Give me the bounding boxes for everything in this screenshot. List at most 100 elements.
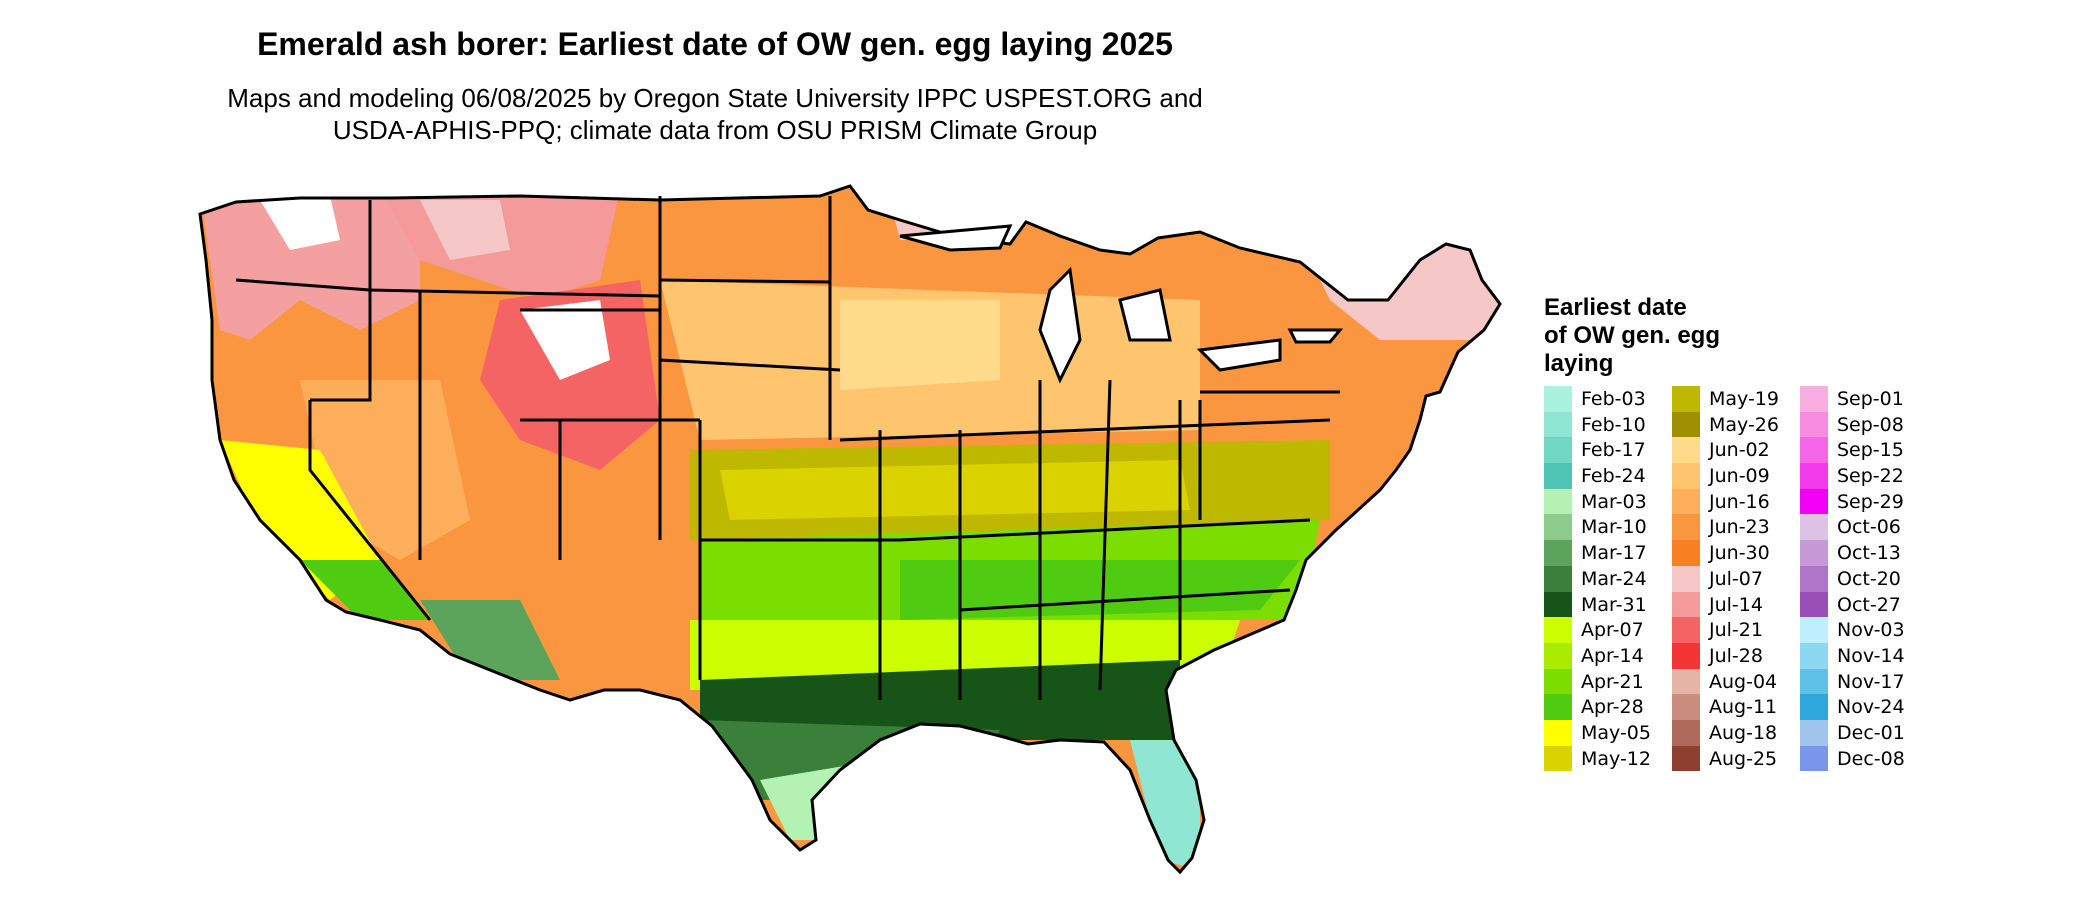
legend-item: Mar-03 <box>1544 488 1674 515</box>
legend-label: Nov-03 <box>1837 619 1905 642</box>
legend-label: Feb-03 <box>1581 388 1646 410</box>
legend-label: Apr-14 <box>1581 644 1644 667</box>
legend-swatch <box>1672 668 1700 695</box>
legend-label: Feb-24 <box>1581 465 1646 488</box>
legend-label: Oct-27 <box>1837 593 1901 616</box>
legend-swatch <box>1544 745 1572 772</box>
legend-swatch <box>1672 386 1700 412</box>
legend-swatch <box>1672 719 1700 746</box>
legend-label: Oct-06 <box>1837 516 1901 539</box>
legend-swatch <box>1800 719 1828 746</box>
legend-swatch <box>1544 668 1572 695</box>
legend-label: Dec-08 <box>1837 747 1905 770</box>
legend-item: Feb-17 <box>1544 437 1674 464</box>
legend-label: Mar-17 <box>1581 542 1647 565</box>
legend-swatch <box>1672 437 1700 464</box>
legend-swatch <box>1672 488 1700 515</box>
legend-item: Jul-14 <box>1672 591 1802 618</box>
legend-title: Earliest date of OW gen. egg laying <box>1544 294 1764 378</box>
legend-item: Jun-23 <box>1672 514 1802 541</box>
legend-item: Aug-04 <box>1672 668 1802 695</box>
legend-item: Jun-16 <box>1672 488 1802 515</box>
legend-title-line-3: laying <box>1544 350 1614 377</box>
legend-label: Apr-07 <box>1581 619 1644 642</box>
legend-label: Jul-28 <box>1709 644 1763 667</box>
legend-item: Mar-24 <box>1544 565 1674 592</box>
legend-label: Aug-04 <box>1709 670 1778 693</box>
legend-label: Feb-17 <box>1581 439 1646 462</box>
subtitle-line-1: Maps and modeling 06/08/2025 by Oregon S… <box>227 83 1203 113</box>
legend-swatch <box>1544 540 1572 566</box>
legend-label: Jul-14 <box>1709 593 1763 616</box>
legend-swatch <box>1544 617 1572 643</box>
legend-label: Jun-16 <box>1709 490 1770 513</box>
legend-swatch <box>1800 437 1828 464</box>
legend-label: Aug-18 <box>1709 721 1778 744</box>
legend-item: Apr-21 <box>1544 668 1674 695</box>
legend-label: May-05 <box>1581 721 1651 744</box>
legend-swatch <box>1544 565 1572 592</box>
legend-swatch <box>1800 514 1828 541</box>
legend-item: Jun-30 <box>1672 540 1802 566</box>
legend-swatch <box>1672 694 1700 720</box>
legend-item: Oct-20 <box>1800 565 1930 592</box>
subtitle-line-2: USDA-APHIS-PPQ; climate data from OSU PR… <box>332 115 1098 145</box>
legend-swatch <box>1800 694 1828 720</box>
legend-label: Nov-17 <box>1837 670 1905 693</box>
legend-item: Feb-24 <box>1544 463 1674 489</box>
legend-label: May-19 <box>1709 388 1779 410</box>
map-subtitle: Maps and modeling 06/08/2025 by Oregon S… <box>0 82 1430 146</box>
legend-label: Oct-13 <box>1837 542 1901 565</box>
legend-column-2: May-19 May-26 Jun-02 Jun-09 Jun-16 Jun-23 Jun-… <box>1672 386 1802 772</box>
legend-column-3: Sep-01 Sep-08 Sep-15 Sep-22 Sep-29 Oct-06 Oct-… <box>1800 386 1930 772</box>
legend-item: Aug-11 <box>1672 694 1802 720</box>
legend-label: Apr-28 <box>1581 696 1644 719</box>
legend-item: Mar-31 <box>1544 591 1674 618</box>
legend-label: Feb-10 <box>1581 413 1646 436</box>
legend-swatch <box>1544 386 1572 412</box>
legend-item: Jun-02 <box>1672 437 1802 464</box>
legend-label: Mar-10 <box>1581 516 1647 539</box>
legend-swatch <box>1800 488 1828 515</box>
state-boundaries <box>198 184 1502 874</box>
legend-item: May-26 <box>1672 411 1802 438</box>
legend-item: May-05 <box>1544 719 1674 746</box>
legend-swatch <box>1672 591 1700 618</box>
legend-swatch <box>1800 617 1828 643</box>
legend-label: Jun-23 <box>1709 516 1770 539</box>
legend-item: Feb-10 <box>1544 411 1674 438</box>
legend-swatch <box>1544 488 1572 515</box>
legend-swatch <box>1544 437 1572 464</box>
legend-label: Sep-08 <box>1837 413 1904 436</box>
legend-label: Jun-09 <box>1709 465 1770 488</box>
legend-item: May-12 <box>1544 745 1674 772</box>
legend-swatch <box>1544 719 1572 746</box>
legend-label: May-12 <box>1581 747 1651 770</box>
legend-swatch <box>1800 745 1828 772</box>
legend-swatch <box>1672 411 1700 438</box>
legend-item: Sep-29 <box>1800 488 1930 515</box>
legend-item: Aug-25 <box>1672 745 1802 772</box>
legend-swatch <box>1672 745 1700 772</box>
legend-swatch <box>1544 694 1572 720</box>
legend-item: Jul-28 <box>1672 642 1802 669</box>
legend-label: Mar-03 <box>1581 490 1647 513</box>
legend-label: Dec-01 <box>1837 721 1905 744</box>
legend-item: Oct-27 <box>1800 591 1930 618</box>
legend-swatch <box>1544 591 1572 618</box>
legend-label: Oct-20 <box>1837 567 1901 590</box>
legend-label: Nov-24 <box>1837 696 1905 719</box>
legend-item: Nov-17 <box>1800 668 1930 695</box>
legend-item: Jun-09 <box>1672 463 1802 489</box>
legend-item: Apr-07 <box>1544 617 1674 643</box>
legend-swatch <box>1544 463 1572 489</box>
legend-swatch <box>1800 591 1828 618</box>
legend-item: May-19 <box>1672 386 1802 412</box>
legend-item: Sep-22 <box>1800 463 1930 489</box>
legend-item: Nov-14 <box>1800 642 1930 669</box>
legend-label: May-26 <box>1709 413 1779 436</box>
legend-swatch <box>1800 668 1828 695</box>
legend-swatch <box>1800 411 1828 438</box>
